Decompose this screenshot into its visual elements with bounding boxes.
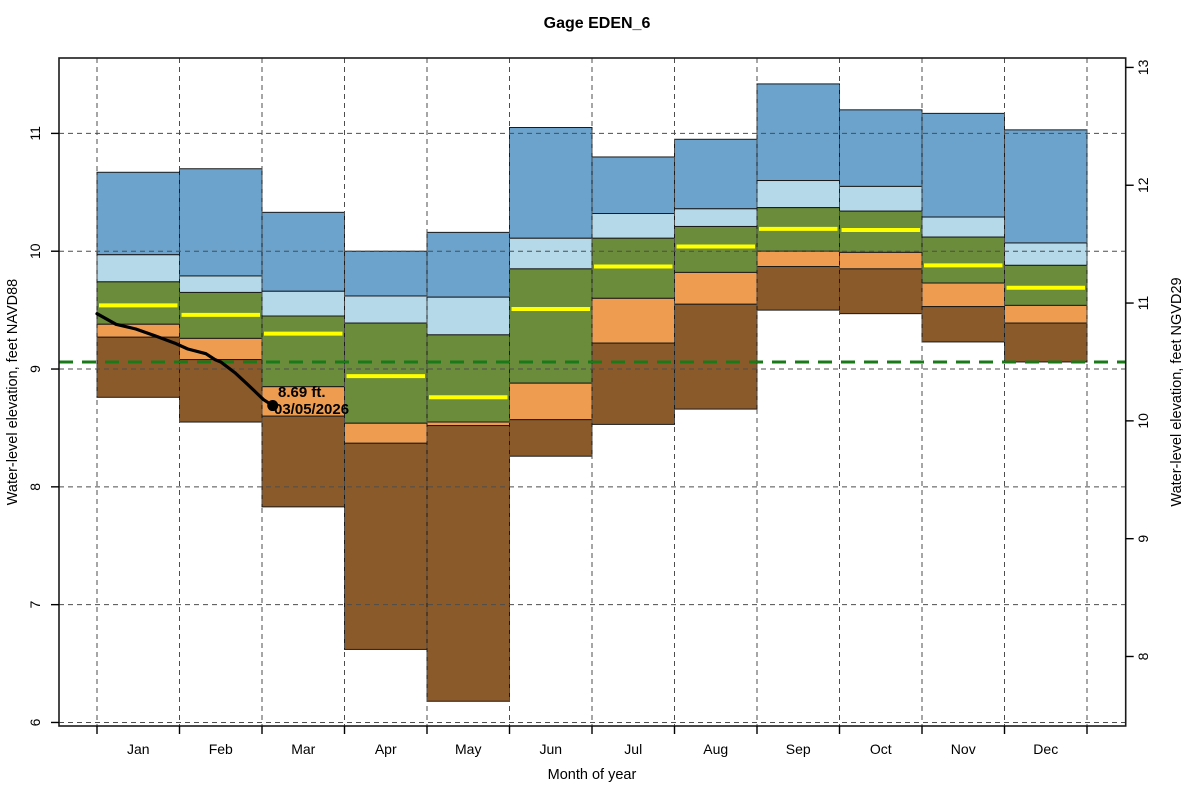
- band-p75-to-p90: [591, 213, 675, 239]
- band-p90-to-max: [839, 109, 923, 187]
- percentile-bands-layer: [96, 83, 1088, 702]
- x-tick-label: Mar: [291, 741, 315, 757]
- y-left-axis-label: Water-level elevation, feet NAVD88: [5, 279, 21, 505]
- observed-end-dot: [267, 400, 279, 412]
- band-p25-to-p75: [96, 281, 180, 325]
- y-right-tick-label: 13: [1135, 59, 1151, 75]
- band-min-to-p10: [426, 425, 510, 702]
- y-right-tick-label: 10: [1135, 413, 1151, 429]
- band-p90-to-max: [921, 112, 1005, 218]
- axes-layer: 6 7 8 9 10 11 8 9 10 11 12 13 Jan Feb Mar Apr May Jun Jul A…: [27, 57, 1151, 757]
- x-tick-label: Aug: [703, 741, 728, 757]
- band-p25-to-p75: [509, 268, 593, 384]
- band-p90-to-max: [96, 171, 180, 256]
- lines-layer: [59, 312, 1126, 412]
- chart-title: Gage EDEN_6: [544, 15, 651, 32]
- x-tick-label: Dec: [1033, 741, 1058, 757]
- band-p75-to-p90: [426, 296, 510, 336]
- band-p25-to-p75: [261, 315, 345, 388]
- band-p75-to-p90: [344, 295, 428, 324]
- x-tick-label: Jul: [624, 741, 642, 757]
- band-p75-to-p90: [96, 254, 180, 283]
- band-p10-to-p25: [426, 421, 510, 427]
- x-tick-label: Nov: [951, 741, 976, 757]
- band-p90-to-max: [261, 211, 345, 292]
- band-p10-to-p25: [1004, 304, 1088, 324]
- y-left-tick-label: 8: [27, 483, 43, 491]
- band-p25-to-p75: [426, 334, 510, 423]
- band-p10-to-p25: [591, 297, 675, 344]
- band-min-to-p10: [1004, 322, 1088, 363]
- band-p10-to-p25: [509, 382, 593, 421]
- band-p75-to-p90: [839, 185, 923, 212]
- band-p90-to-max: [179, 168, 263, 277]
- band-min-to-p10: [96, 336, 180, 398]
- x-tick-label: Oct: [870, 741, 892, 757]
- band-p75-to-p90: [921, 216, 1005, 238]
- band-p75-to-p90: [509, 237, 593, 270]
- band-p10-to-p25: [674, 271, 758, 305]
- band-min-to-p10: [674, 303, 758, 410]
- band-p25-to-p75: [1004, 264, 1088, 306]
- x-axis-label: Month of year: [548, 767, 637, 783]
- band-p10-to-p25: [839, 251, 923, 270]
- band-p25-to-p75: [674, 225, 758, 273]
- band-p90-to-max: [591, 156, 675, 215]
- band-min-to-p10: [179, 359, 263, 423]
- band-p25-to-p75: [344, 322, 428, 424]
- band-min-to-p10: [756, 266, 840, 311]
- band-p25-to-p75: [921, 236, 1005, 284]
- y-left-tick-label: 9: [27, 365, 43, 373]
- y-right-tick-label: 8: [1135, 652, 1151, 660]
- band-min-to-p10: [921, 306, 1005, 343]
- band-p10-to-p25: [921, 282, 1005, 308]
- x-tick-label: Sep: [786, 741, 811, 757]
- observed-water-level-line: [95, 312, 275, 408]
- band-p75-to-p90: [1004, 242, 1088, 266]
- band-min-to-p10: [591, 342, 675, 425]
- band-p10-to-p25: [344, 422, 428, 444]
- band-min-to-p10: [344, 442, 428, 650]
- band-min-to-p10: [261, 415, 345, 508]
- y-right-tick-label: 12: [1135, 177, 1151, 193]
- band-p75-to-p90: [261, 290, 345, 317]
- y-left-tick-label: 11: [27, 126, 43, 141]
- band-p90-to-max: [344, 250, 428, 297]
- band-p90-to-max: [509, 127, 593, 239]
- y-right-tick-label: 11: [1135, 296, 1151, 311]
- y-left-tick-label: 6: [27, 718, 43, 726]
- band-min-to-p10: [509, 419, 593, 457]
- band-p90-to-max: [674, 138, 758, 210]
- x-tick-label: Jan: [127, 741, 150, 757]
- band-p75-to-p90: [179, 275, 263, 293]
- band-p90-to-max: [756, 83, 840, 182]
- annotation-value-text: 8.69 ft.: [278, 384, 326, 401]
- x-tick-label: May: [455, 741, 481, 757]
- band-p75-to-p90: [674, 208, 758, 227]
- x-tick-label: Feb: [209, 741, 233, 757]
- gridlines-layer: [59, 58, 1126, 726]
- x-tick-label: Jun: [539, 741, 562, 757]
- band-p10-to-p25: [756, 250, 840, 268]
- annotation-date-text: 03/05/2026: [274, 401, 349, 418]
- band-p90-to-max: [426, 231, 510, 298]
- y-left-tick-label: 10: [27, 243, 43, 259]
- band-p90-to-max: [1004, 129, 1088, 244]
- band-p75-to-p90: [756, 180, 840, 209]
- y-right-axis-label: Water-level elevation, feet NGVD29: [1169, 277, 1185, 506]
- x-tick-label: Apr: [375, 741, 397, 757]
- band-min-to-p10: [839, 268, 923, 315]
- y-left-tick-label: 7: [27, 601, 43, 609]
- y-right-tick-label: 9: [1135, 535, 1151, 543]
